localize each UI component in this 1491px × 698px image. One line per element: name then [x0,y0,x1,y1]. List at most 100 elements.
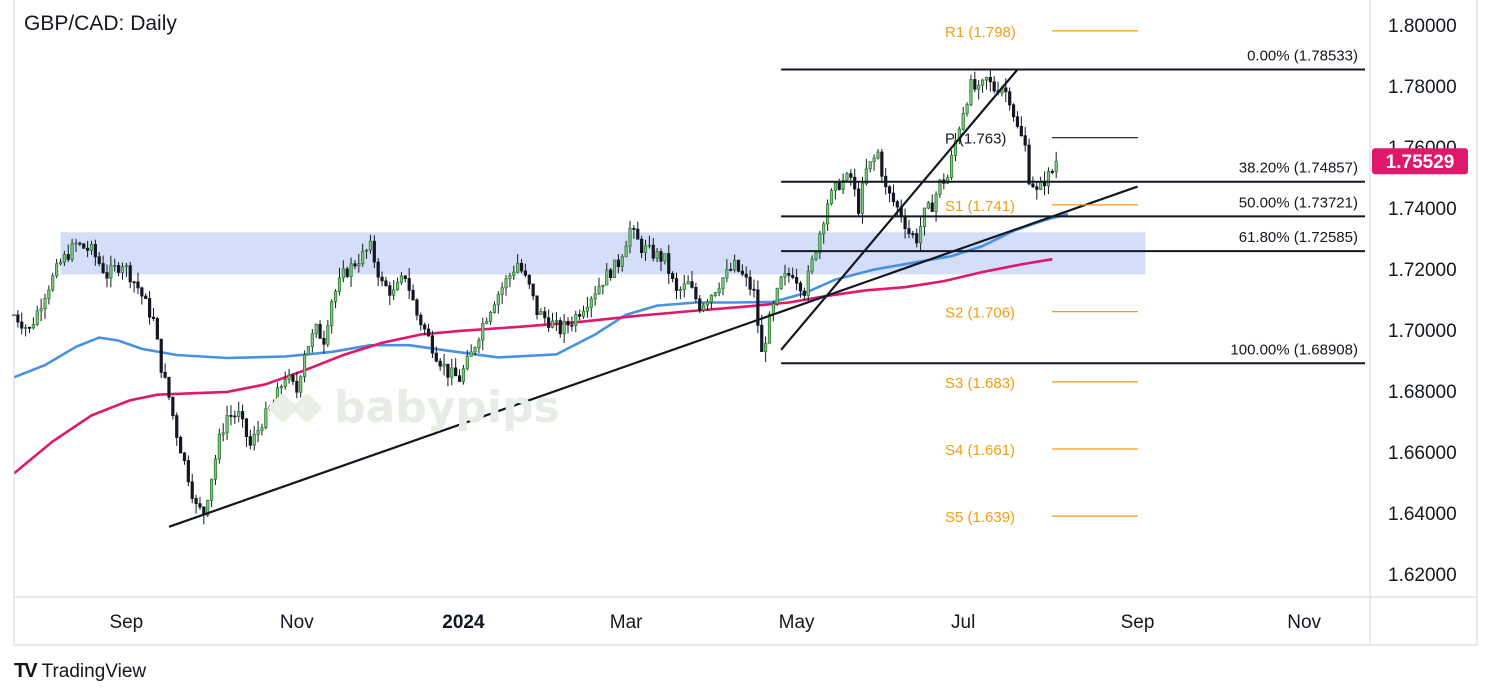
candle [512,265,516,281]
candle [554,311,559,332]
candle [1054,151,1058,179]
x-tick-label: Nov [280,612,314,633]
candle [973,71,977,93]
candle [47,285,51,305]
candle-body [357,263,361,267]
candle-body [252,433,256,446]
candle-body [764,342,768,352]
candle [1035,181,1039,200]
candle [233,410,237,425]
candle-body [140,287,144,297]
candle-body [806,270,810,296]
candle [744,266,748,287]
candle-body [244,418,249,437]
candle [353,260,357,270]
candle [705,299,710,311]
candle [434,346,438,363]
candle [109,255,113,288]
candle-body [248,436,252,446]
candle-body [698,298,702,311]
candle-body [864,168,868,185]
candle [926,201,930,210]
candle [1011,103,1016,122]
candle-body [384,280,388,287]
candle-body [361,250,365,265]
candle-body [86,247,90,251]
candle [364,248,369,259]
candle-body [640,238,644,254]
candle [330,299,334,334]
watermark-text: babypips [334,382,560,433]
tradingview-brand[interactable]: TV TradingView [14,660,146,683]
candle [82,242,86,249]
candle-body [51,275,55,291]
fib-level-label: 50.00% (1.73721) [1239,194,1358,211]
candle-body [1027,144,1031,185]
candle-body [512,271,516,276]
candle [899,199,903,223]
candle [558,317,562,338]
candle [117,262,121,277]
candle-body [89,243,94,251]
candle-body [682,283,686,290]
support-zone-layer [60,232,1146,275]
candle-body [953,139,958,156]
candle-body [771,303,775,315]
candle [915,228,919,248]
candle [953,132,958,162]
candle-body [55,263,59,277]
candle [213,454,218,485]
candle-body [481,323,485,341]
candle-body [78,242,82,245]
candle-body [1008,91,1012,106]
candle [667,244,671,285]
candle-body [605,269,609,286]
candle-body [872,157,876,163]
candle-body [504,278,508,289]
fibonacci-layer: 0.00% (1.78533) 38.20% (1.74857) 50.00% (1… [781,48,1365,365]
candle [240,404,245,428]
candle-body [426,328,431,337]
candle [62,250,66,266]
candle-body [27,326,32,329]
candle [829,188,834,206]
candle-body [740,270,744,275]
candle-body [144,295,148,299]
candle [423,322,427,336]
candle [663,253,667,265]
candle [806,265,810,302]
candle [543,306,547,324]
candle [849,169,853,186]
candle-body [795,277,799,284]
candle-body [659,251,663,262]
candle-body [109,265,113,279]
y-tick-label: 1.64000 [1388,504,1457,525]
fib-level-label: 38.20% (1.74857) [1239,160,1358,177]
y-tick-label: 1.62000 [1388,565,1457,586]
candle-body [891,192,896,203]
candle [182,452,187,465]
candle [918,216,923,251]
candle [841,173,845,194]
pivot-label: S3 (1.683) [945,375,1015,392]
candle-body [16,314,20,323]
candle [132,280,136,293]
candle-body [132,281,136,284]
candle [333,288,338,309]
candle [473,346,477,356]
candle-body [488,312,493,322]
candle [550,312,555,329]
candle-body [256,430,260,435]
candle-body [330,301,334,327]
candle-body [674,278,679,291]
candle [186,455,190,487]
candle-body [1019,126,1023,137]
candle [326,320,330,348]
candle [225,405,229,441]
candle-body [833,182,837,191]
y-tick-label: 1.70000 [1388,321,1457,342]
candle-body [399,275,404,283]
candle-body [802,290,806,296]
candle [578,309,582,321]
